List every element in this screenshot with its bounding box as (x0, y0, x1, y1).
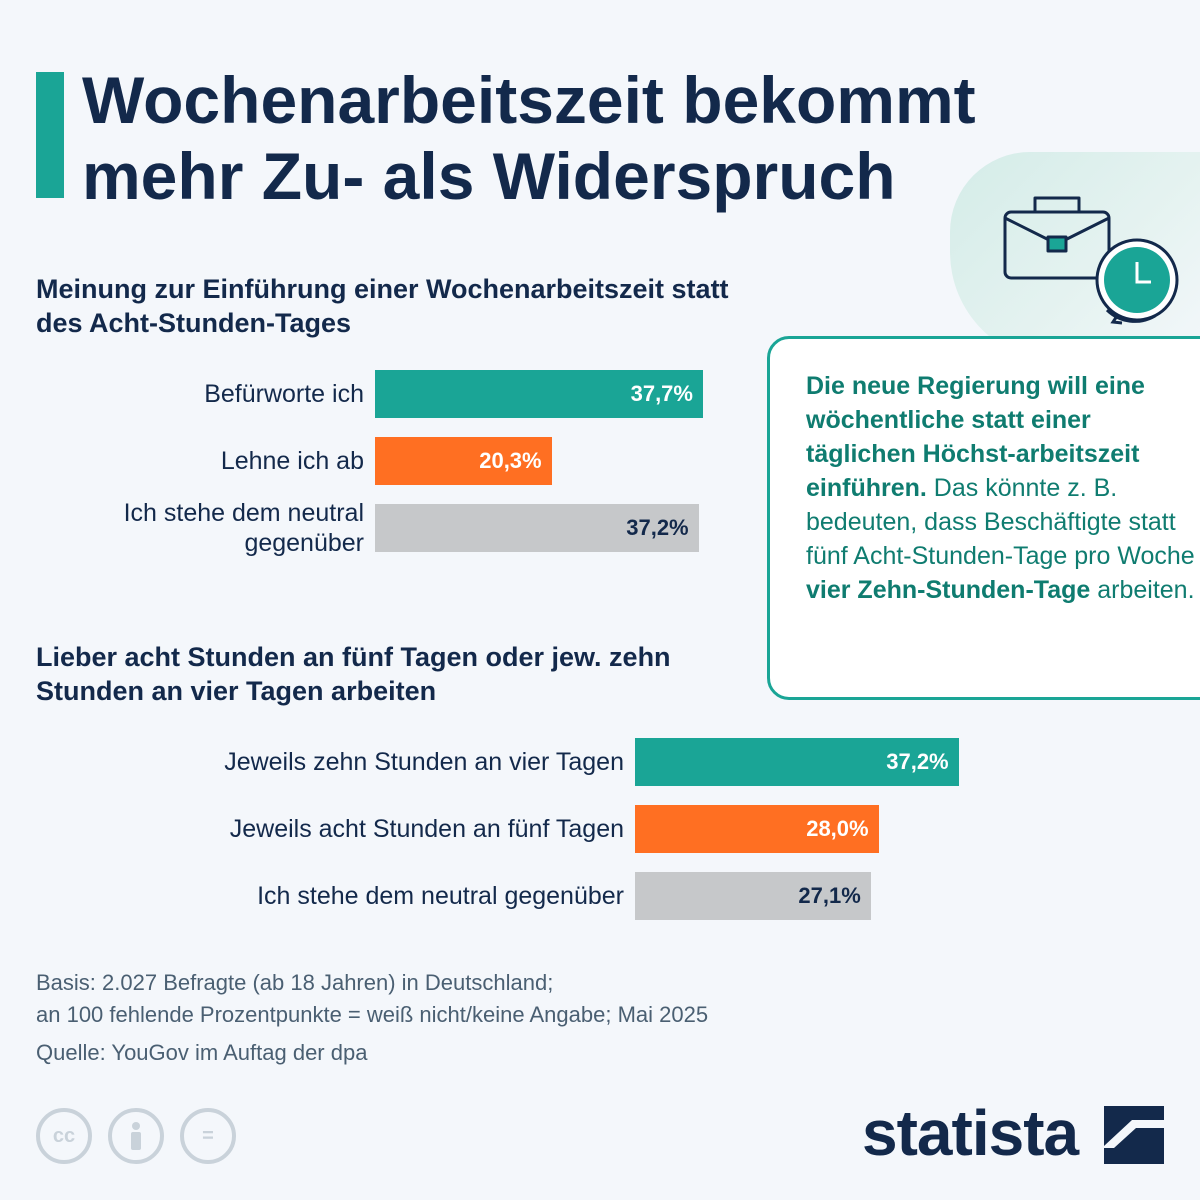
title-accent-bar (36, 72, 64, 198)
chart2-value-label: 37,2% (886, 749, 949, 774)
chart1-category-label: Lehne ich ab (220, 447, 364, 475)
chart2-title: Lieber acht Stunden an fünf Tagen oder j… (36, 642, 671, 706)
info-callout: Die neue Regierung will eine wöchentlich… (767, 336, 1200, 700)
callout-inline-bold: vier Zehn-Stunden-Tage (806, 576, 1091, 604)
chart2-category-label: Ich stehe dem neutral gegenüber (257, 882, 624, 910)
chart1-category-label: Ich stehe dem neutral gegenüber (123, 499, 364, 557)
chart2-value-label: 28,0% (806, 816, 869, 841)
chart1-value-label: 20,3% (479, 448, 542, 473)
chart1-bar: 37,7% (375, 370, 703, 418)
person-icon (131, 1122, 141, 1150)
chart2-bar: 37,2% (635, 738, 959, 786)
chart1-value-label: 37,2% (626, 515, 689, 540)
briefcase-clock-illustration (1003, 196, 1179, 325)
chart1-bar: 37,2% (375, 504, 699, 552)
chart2-category-label: Jeweils zehn Stunden an vier Tagen (224, 748, 624, 776)
statista-logo-icon[interactable] (1104, 1106, 1164, 1164)
infographic-title: Wochenarbeitszeit bekommt mehr Zu- als W… (82, 63, 976, 213)
cc-icon[interactable]: cc (36, 1108, 92, 1164)
no-derivatives-icon[interactable]: = (180, 1108, 236, 1164)
chart2-category-label: Jeweils acht Stunden an fünf Tagen (229, 815, 624, 843)
callout-bold-text: Die neue Regierung will eine wöchentlich… (806, 372, 1145, 502)
equals-glyph: = (202, 1124, 214, 1147)
callout-text-end: arbeiten. (1090, 576, 1195, 604)
clock-icon (1095, 238, 1179, 325)
briefcase-icon (1003, 196, 1111, 280)
footer-basis-line2: an 100 fehlende Prozentpunkte = weiß nic… (36, 1002, 709, 1027)
cc-icon-glyph: cc (52, 1124, 76, 1147)
license-icons: cc = (36, 1108, 236, 1164)
chart2-bar: 27,1% (635, 872, 871, 920)
statista-logo-text[interactable]: statista (862, 1097, 1079, 1169)
chart1-bar: 20,3% (375, 437, 552, 485)
footer-basis-line1: Basis: 2.027 Befragte (ab 18 Jahren) in … (36, 970, 554, 995)
footer-source: Quelle: YouGov im Auftag der dpa (36, 1040, 368, 1065)
chart2-value-label: 27,1% (798, 883, 861, 908)
chart1-title: Meinung zur Einführung einer Wochenarbei… (36, 274, 729, 338)
chart2-bar: 28,0% (635, 805, 879, 853)
callout-text: Das könnte z. B. bedeuten, dass Beschäft… (806, 474, 1195, 570)
chart1-category-label: Befürworte ich (204, 380, 364, 408)
chart1-value-label: 37,7% (630, 381, 693, 406)
attribution-icon[interactable] (108, 1108, 164, 1164)
